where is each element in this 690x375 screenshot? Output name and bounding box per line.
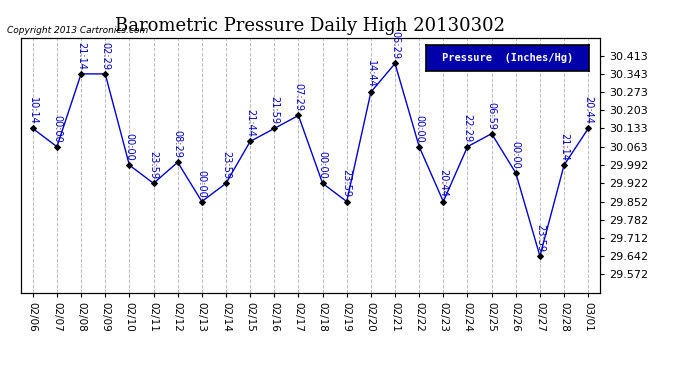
Title: Barometric Pressure Daily High 20130302: Barometric Pressure Daily High 20130302 (115, 16, 506, 34)
Point (220, 180, 231, 186)
Point (268, 126, 279, 132)
Text: 07:29: 07:29 (293, 83, 304, 111)
Text: 02:29: 02:29 (100, 42, 110, 70)
Text: 23:59: 23:59 (148, 151, 159, 179)
Text: 05:29: 05:29 (390, 32, 400, 59)
Point (317, 180, 328, 186)
Text: 00:00: 00:00 (197, 170, 207, 197)
Point (582, 126, 593, 132)
Point (534, 253, 545, 259)
Text: 21:59: 21:59 (269, 96, 279, 124)
Point (365, 89, 376, 95)
Text: 21:14: 21:14 (559, 133, 569, 161)
Text: 21:44: 21:44 (245, 110, 255, 137)
Text: 23:59: 23:59 (221, 151, 231, 179)
Point (437, 198, 448, 204)
Point (558, 162, 569, 168)
Point (75, 71, 86, 77)
Point (462, 144, 473, 150)
Point (244, 138, 255, 144)
Point (486, 130, 497, 136)
Point (28, 126, 39, 132)
Point (148, 180, 159, 186)
Text: 22:29: 22:29 (462, 114, 473, 142)
Text: 21:14: 21:14 (76, 42, 86, 70)
Point (99, 71, 110, 77)
Point (389, 60, 400, 66)
Text: 06:59: 06:59 (486, 102, 497, 129)
Point (413, 144, 424, 150)
Text: 00:00: 00:00 (317, 152, 328, 179)
Point (196, 198, 207, 204)
Text: 14:44: 14:44 (366, 60, 376, 88)
Text: 20:44: 20:44 (438, 170, 449, 197)
Text: 20:44: 20:44 (583, 96, 593, 124)
Point (124, 162, 135, 168)
Point (51, 144, 62, 150)
Point (341, 198, 352, 204)
Point (510, 170, 521, 176)
Text: 08:29: 08:29 (172, 130, 183, 158)
Text: 10:14: 10:14 (28, 96, 38, 124)
Text: Copyright 2013 Cartronics.com: Copyright 2013 Cartronics.com (7, 26, 148, 35)
Point (172, 159, 183, 165)
Text: 23:59: 23:59 (342, 170, 352, 197)
Text: 00:00: 00:00 (414, 115, 424, 142)
Text: 00:00: 00:00 (124, 133, 135, 161)
Text: 00:00: 00:00 (52, 115, 62, 142)
Text: 23:59: 23:59 (535, 224, 545, 252)
Text: 00:00: 00:00 (511, 141, 521, 169)
Point (293, 112, 304, 118)
